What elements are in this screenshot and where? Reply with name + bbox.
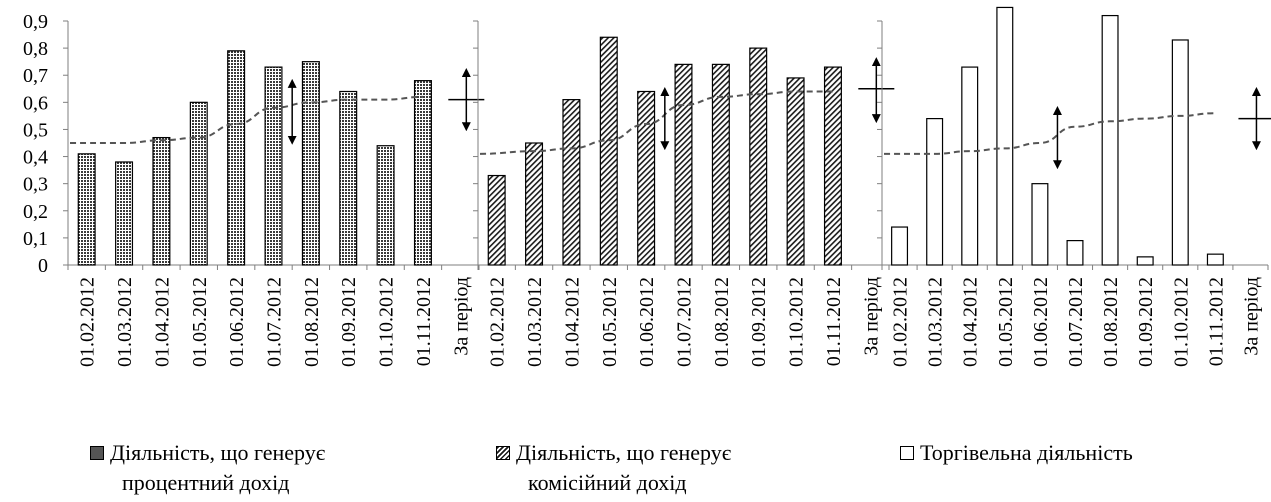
bar-01.04.2012 — [562, 99, 581, 266]
x-tick-label: 01.10.2012 — [1170, 277, 1192, 367]
bar-01.08.2012 — [711, 63, 730, 266]
bar-01.08.2012 — [1101, 14, 1119, 266]
bar-01.11.2012 — [823, 66, 842, 266]
x-tick-label: За період — [1240, 277, 1262, 356]
x-tick-label: 01.11.2012 — [413, 277, 435, 366]
legend-item-trading: Торгівельна діяльність — [900, 438, 1133, 468]
bar-01.03.2012 — [115, 161, 134, 266]
x-tick-label: 01.05.2012 — [995, 277, 1017, 367]
x-tick-label: 01.07.2012 — [264, 277, 286, 367]
bar-01.11.2012 — [413, 80, 432, 266]
x-tick-label: За період — [450, 277, 472, 356]
bar-01.02.2012 — [77, 153, 96, 266]
x-tick-label: 01.06.2012 — [1030, 277, 1052, 367]
bar-01.05.2012 — [189, 101, 208, 266]
legend-label-line1: Діяльність, що генерує — [110, 440, 326, 465]
bar-01.06.2012 — [637, 90, 656, 266]
bar-01.04.2012 — [961, 66, 979, 266]
x-tick-label: 01.09.2012 — [748, 277, 770, 367]
legend-label-line2: процентний дохід — [122, 470, 290, 495]
x-tick-label: 01.03.2012 — [925, 277, 947, 367]
legend-swatch-dense — [90, 446, 104, 460]
x-tick-label: 01.10.2012 — [376, 277, 398, 367]
bar-01.02.2012 — [891, 226, 909, 266]
y-tick-label: 0,5 — [23, 119, 48, 141]
x-tick-label: 01.08.2012 — [1100, 277, 1122, 367]
x-tick-label: 01.04.2012 — [561, 277, 583, 367]
panel-1: 01.02.2012 01.03.2012 01.04.2012 01.05.2012… — [63, 20, 485, 367]
x-tick-label: 01.02.2012 — [77, 277, 99, 367]
x-tick-label: 01.08.2012 — [301, 277, 323, 367]
x-tick-label: 01.07.2012 — [674, 277, 696, 367]
trend-line — [69, 95, 423, 144]
y-tick-label: 0,9 — [23, 11, 48, 33]
panel-3: 01.02.2012 01.03.2012 01.04.2012 01.05.2012… — [877, 6, 1271, 367]
x-tick-label: 01.11.2012 — [1205, 277, 1227, 366]
x-tick-label: 01.11.2012 — [823, 277, 845, 366]
x-tick-label: 01.03.2012 — [524, 277, 546, 367]
x-tick-label: 01.04.2012 — [151, 277, 173, 367]
bar-01.08.2012 — [301, 61, 320, 266]
legend-item-commission: Діяльність, що генерує комісійний дохід — [496, 438, 731, 498]
x-tick-label: 01.10.2012 — [786, 277, 808, 367]
bar-01.02.2012 — [487, 174, 506, 266]
y-tick-label: 0,8 — [23, 38, 48, 60]
legend-label-line2: комісійний дохід — [528, 470, 687, 495]
bar-01.05.2012 — [996, 6, 1014, 266]
legend-swatch-hatch — [496, 446, 510, 460]
x-tick-label: 01.03.2012 — [114, 277, 136, 367]
x-tick-label: 01.07.2012 — [1065, 277, 1087, 367]
bar-01.05.2012 — [599, 36, 618, 266]
bar-01.09.2012 — [339, 90, 358, 266]
y-tick-label: 0,2 — [23, 201, 48, 223]
bar-01.06.2012 — [1031, 183, 1049, 266]
y-tick-label: 0,4 — [23, 147, 48, 169]
bar-01.06.2012 — [227, 50, 246, 266]
y-tick-label: 0,7 — [23, 65, 48, 87]
legend-label-line1: Діяльність, що генерує — [516, 440, 732, 465]
bar-01.09.2012 — [749, 47, 768, 266]
panel-2: 01.02.2012 01.03.2012 01.04.2012 01.05.2012… — [473, 20, 895, 367]
bar-01.03.2012 — [525, 142, 544, 266]
x-tick-label: 01.06.2012 — [636, 277, 658, 367]
bar-01.07.2012 — [674, 63, 693, 266]
y-tick-label: 0 — [38, 255, 48, 277]
bar-01.07.2012 — [264, 66, 283, 266]
x-tick-label: 01.05.2012 — [189, 277, 211, 367]
x-tick-label: 01.06.2012 — [226, 277, 248, 367]
x-tick-label: 01.09.2012 — [1135, 277, 1157, 367]
x-tick-label: 01.04.2012 — [960, 277, 982, 367]
bar-01.10.2012 — [376, 145, 395, 266]
bar-01.10.2012 — [786, 77, 805, 266]
x-tick-label: 01.09.2012 — [338, 277, 360, 367]
y-tick-label: 0,6 — [23, 92, 48, 114]
y-tick-label: 0,1 — [23, 228, 48, 250]
x-tick-label: 01.02.2012 — [890, 277, 912, 367]
x-tick-label: За період — [860, 277, 882, 356]
bar-01.09.2012 — [1136, 256, 1154, 266]
x-tick-label: 01.08.2012 — [711, 277, 733, 367]
trend-line — [883, 112, 1216, 155]
bar-01.10.2012 — [1171, 39, 1189, 266]
bar-01.07.2012 — [1066, 240, 1084, 266]
legend-label-line1: Торгівельна діяльність — [920, 440, 1133, 465]
legend-swatch-empty — [900, 446, 914, 460]
x-tick-label: 01.02.2012 — [487, 277, 509, 367]
y-tick-label: 0,3 — [23, 174, 48, 196]
legend-item-interest: Діяльність, що генерує процентний дохід — [90, 438, 325, 498]
x-tick-label: 01.05.2012 — [599, 277, 621, 367]
bar-01.11.2012 — [1206, 253, 1224, 266]
bar-01.03.2012 — [926, 117, 944, 266]
bar-01.04.2012 — [152, 136, 171, 266]
